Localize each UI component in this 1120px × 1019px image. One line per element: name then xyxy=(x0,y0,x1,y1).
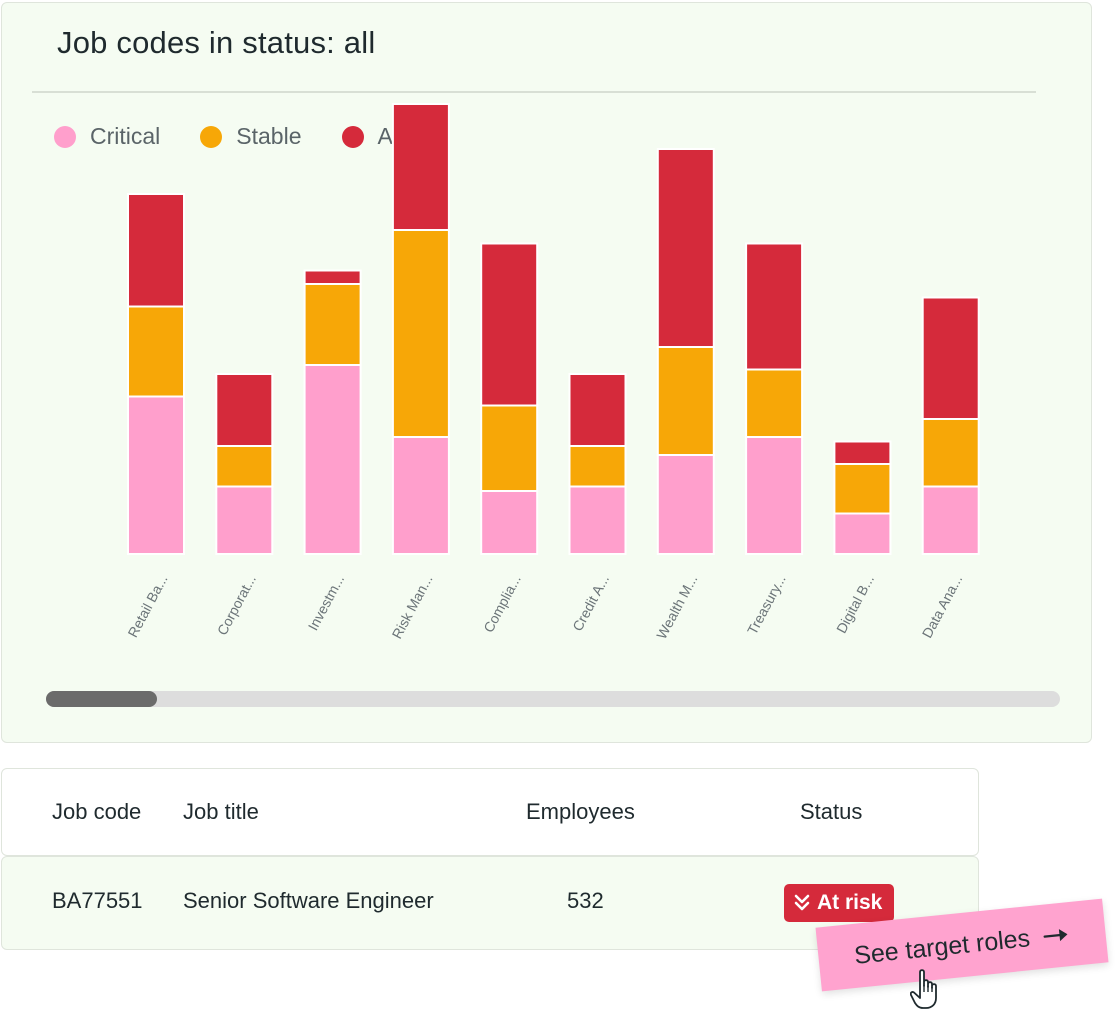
cell-employees: 532 xyxy=(567,888,604,913)
x-tick-label: Complia... xyxy=(480,572,524,635)
x-tick-label: Investm... xyxy=(305,572,348,633)
header-job-code: Job code xyxy=(52,799,142,824)
status-badge: At risk xyxy=(784,884,895,922)
x-tick-label: Wealth M... xyxy=(653,572,700,642)
bar-at-risk-6[interactable] xyxy=(568,373,627,447)
cell-job-code: BA77551 xyxy=(52,888,143,913)
bar-stable-8[interactable] xyxy=(745,368,804,438)
arrow-right-icon xyxy=(1043,929,1068,942)
legend-item-stable[interactable]: Stable xyxy=(200,123,302,150)
bar-at-risk-2[interactable] xyxy=(215,373,274,447)
bar-stable-6[interactable] xyxy=(568,445,627,488)
chart-scrollbar[interactable] xyxy=(46,691,1060,707)
table-header: Job code Job title Employees Status xyxy=(1,768,979,856)
bar-critical-9[interactable] xyxy=(833,512,892,555)
see-target-roles-button[interactable]: See target roles xyxy=(815,898,1109,992)
bar-at-risk-4[interactable] xyxy=(391,103,450,231)
bar-stable-5[interactable] xyxy=(480,404,539,492)
bar-critical-10[interactable] xyxy=(921,485,980,555)
header-status: Status xyxy=(800,799,863,824)
stacked-bar-chart: Retail Ba... Corporat... Investm... Risk Ma… xyxy=(124,103,980,642)
bar-stable-2[interactable] xyxy=(215,445,274,488)
bar-at-risk-3[interactable] xyxy=(303,269,362,285)
legend-dot-critical xyxy=(54,125,76,148)
legend-label-stable: Stable xyxy=(236,123,302,149)
status-badge-label: At risk xyxy=(817,891,883,914)
chart-scrollbar-thumb[interactable] xyxy=(46,691,157,707)
title-divider xyxy=(32,91,1036,93)
x-tick-label: Risk Man... xyxy=(389,572,436,641)
see-target-roles-label: See target roles xyxy=(852,923,1032,970)
bar-stable-4[interactable] xyxy=(391,229,450,438)
card-title: Job codes in status: all xyxy=(57,25,376,60)
bar-at-risk-5[interactable] xyxy=(480,242,539,407)
hand-pointer-icon xyxy=(910,969,937,1009)
bar-at-risk-1[interactable] xyxy=(127,193,185,308)
x-tick-label: Data Ana... xyxy=(919,572,966,641)
bar-critical-2[interactable] xyxy=(215,485,274,555)
legend-dot-stable xyxy=(200,125,223,148)
x-tick-label: Credit A... xyxy=(569,572,612,634)
chart-card: Job codes in status: all Critical Stable… xyxy=(1,2,1092,743)
bar-critical-7[interactable] xyxy=(656,454,715,555)
bar-at-risk-8[interactable] xyxy=(745,242,804,371)
x-tick-label: Corporat... xyxy=(214,572,259,638)
bar-stable-3[interactable] xyxy=(303,283,362,366)
x-tick-label: Retail Ba... xyxy=(124,572,170,640)
bar-stable-10[interactable] xyxy=(921,418,980,488)
legend-item-critical[interactable]: Critical xyxy=(54,123,160,150)
bar-critical-1[interactable] xyxy=(127,395,185,555)
bar-critical-5[interactable] xyxy=(480,490,539,555)
legend-dot-at-risk xyxy=(341,125,364,148)
header-job-title: Job title xyxy=(183,799,259,824)
bar-at-risk-9[interactable] xyxy=(833,440,892,465)
bar-at-risk-7[interactable] xyxy=(656,148,715,348)
bar-critical-4[interactable] xyxy=(391,436,450,555)
x-tick-label: Digital B... xyxy=(833,572,877,636)
double-chevron-down-icon xyxy=(794,894,810,911)
cell-job-title: Senior Software Engineer xyxy=(183,888,434,913)
legend-label-critical: Critical xyxy=(90,123,161,149)
bar-stable-9[interactable] xyxy=(833,463,892,515)
bar-critical-8[interactable] xyxy=(745,436,804,555)
x-tick-label: Treasury... xyxy=(744,572,789,637)
bar-critical-3[interactable] xyxy=(303,364,362,555)
bar-at-risk-10[interactable] xyxy=(921,296,980,420)
bar-stable-7[interactable] xyxy=(656,346,715,456)
bar-critical-6[interactable] xyxy=(568,485,627,555)
header-employees: Employees xyxy=(526,799,635,824)
bar-stable-1[interactable] xyxy=(127,305,185,398)
